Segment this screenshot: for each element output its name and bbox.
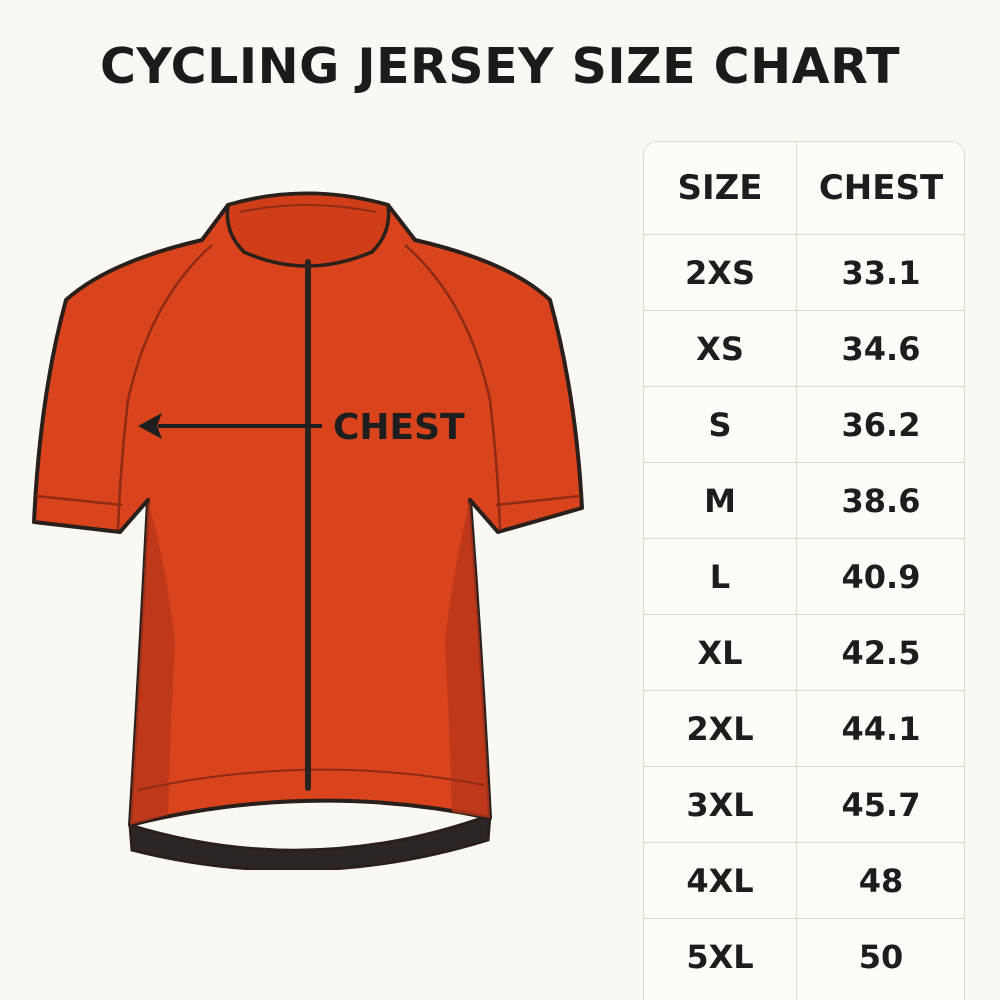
chest-cell: 50 [858,938,904,976]
table-row: M 38.6 [644,463,964,539]
table-row: XL 42.5 [644,615,964,691]
chest-cell: 40.9 [841,557,921,596]
header-chest: CHEST [818,168,944,208]
page-title: CYCLING JERSEY SIZE CHART [99,38,901,95]
jersey-side-panel-left [130,500,175,825]
table-row: XS 34.6 [644,311,964,387]
table-row: S 36.2 [644,387,964,463]
jersey-raglan-seam-left [116,244,213,531]
table-row: 4XL 48 [644,843,964,919]
size-table: SIZE CHEST 2XS 33.1 XS 34.6 S 36.2 M 38.6 L 40.9 XL 4… [643,141,965,1000]
chest-cell: 48 [858,861,904,900]
table-row: L 40.9 [644,539,964,615]
size-cell: XS [696,329,744,368]
chest-cell: 45.7 [841,785,921,824]
chest-cell: 44.1 [841,709,921,748]
jersey-collar [225,191,391,268]
size-cell: 5XL [686,938,754,976]
table-row: 2XL 44.1 [644,691,964,767]
size-cell: 2XS [685,253,755,292]
jersey-cuff-left [35,494,123,507]
jersey-side-panel-right [445,500,490,818]
jersey-cuff-right [495,494,581,507]
size-cell: 2XL [686,709,754,748]
size-cell: XL [697,633,743,672]
size-cell: S [708,405,732,444]
table-header-row: SIZE CHEST [644,142,964,235]
size-cell: M [704,481,736,520]
jersey-hem-inner [128,812,492,870]
table-row: 3XL 45.7 [644,767,964,843]
size-cell: 3XL [686,785,754,824]
header-size: SIZE [677,168,763,208]
table-column-divider [796,142,797,1000]
chest-measurement-label: CHEST [333,407,465,448]
chest-cell: 36.2 [841,405,921,444]
chest-arrow-head [138,413,162,439]
table-row: 5XL 50 [644,919,964,995]
size-cell: 4XL [686,861,754,900]
chest-cell: 42.5 [841,633,921,672]
chest-cell: 33.1 [841,253,921,292]
size-cell: L [709,557,731,596]
jersey-raglan-seam-right [404,244,502,531]
chest-cell: 34.6 [841,329,921,368]
table-row: 2XS 33.1 [644,235,964,311]
jersey-collar-inner [239,204,377,213]
chest-cell: 38.6 [841,481,921,520]
jersey-diagram: CHEST [32,191,584,870]
